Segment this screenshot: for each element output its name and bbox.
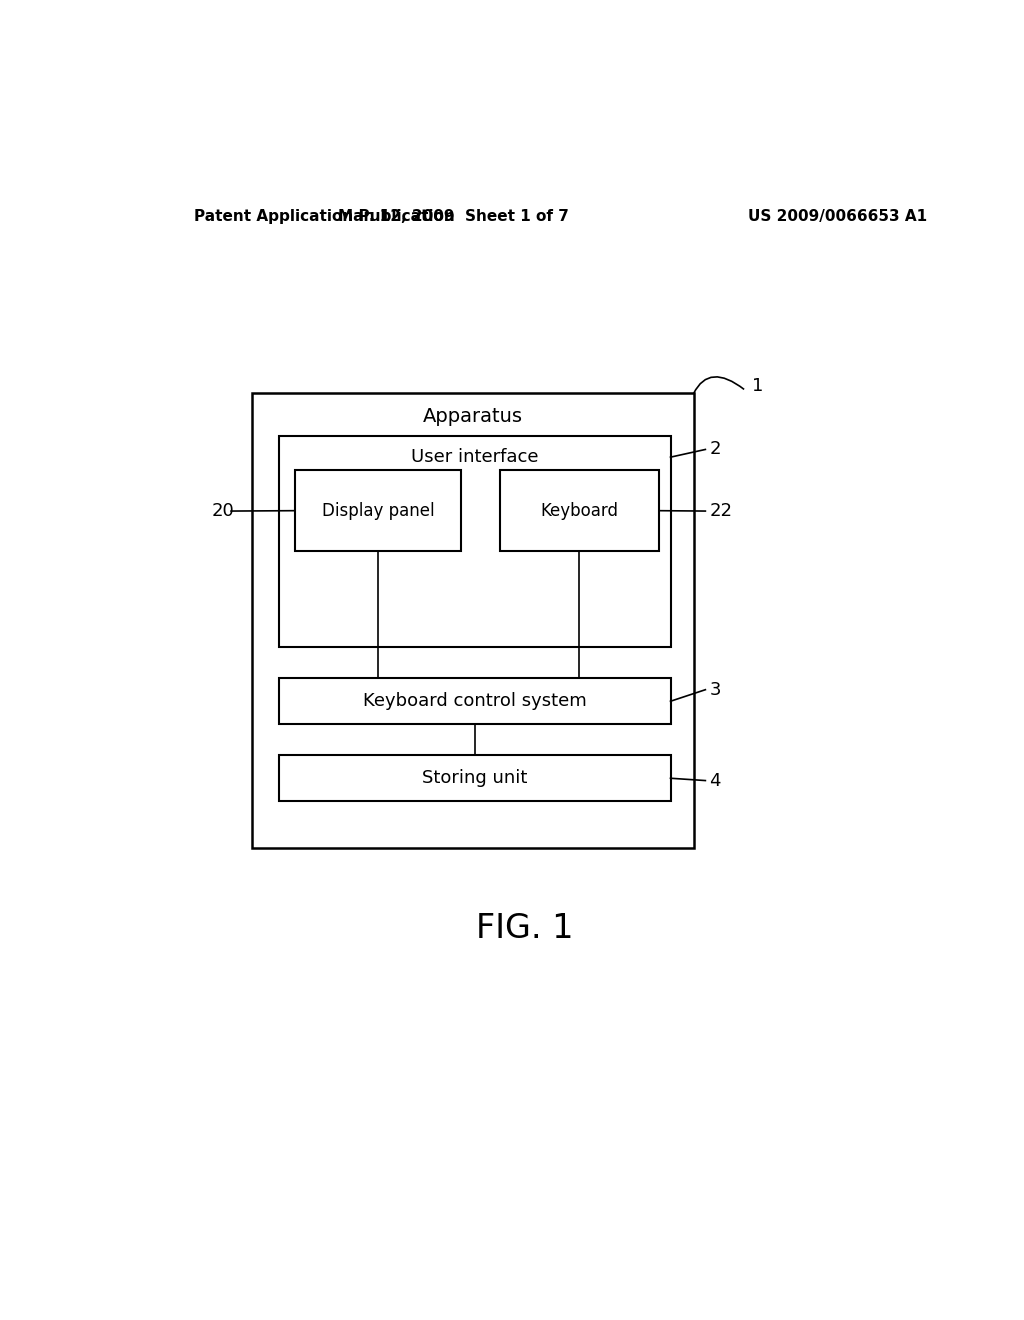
Bar: [280, 755, 671, 801]
Text: 22: 22: [710, 502, 732, 520]
Bar: [295, 470, 461, 552]
Text: Apparatus: Apparatus: [423, 407, 523, 426]
Text: 3: 3: [710, 681, 721, 698]
Text: Keyboard control system: Keyboard control system: [362, 692, 587, 710]
Text: US 2009/0066653 A1: US 2009/0066653 A1: [748, 209, 927, 223]
Text: Display panel: Display panel: [322, 502, 434, 520]
Bar: [252, 393, 693, 847]
Text: User interface: User interface: [411, 449, 539, 466]
Text: 20: 20: [212, 502, 234, 520]
Text: Mar. 12, 2009  Sheet 1 of 7: Mar. 12, 2009 Sheet 1 of 7: [338, 209, 569, 223]
Bar: [500, 470, 658, 552]
Bar: [280, 678, 671, 725]
Text: Keyboard: Keyboard: [541, 502, 618, 520]
Text: 4: 4: [710, 772, 721, 789]
Text: Storing unit: Storing unit: [422, 770, 527, 787]
Text: 2: 2: [710, 441, 721, 458]
Text: FIG. 1: FIG. 1: [476, 912, 573, 945]
Text: 1: 1: [752, 376, 763, 395]
Text: Patent Application Publication: Patent Application Publication: [194, 209, 455, 223]
Bar: [280, 436, 671, 647]
